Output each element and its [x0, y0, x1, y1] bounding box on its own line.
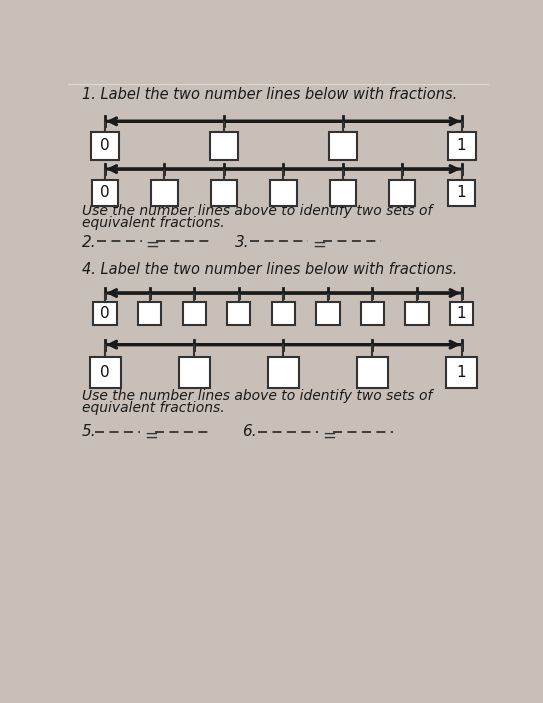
Text: equivalent fractions.: equivalent fractions.: [82, 401, 224, 415]
Bar: [357, 357, 388, 388]
Bar: [138, 302, 161, 325]
Bar: [90, 357, 121, 388]
Bar: [179, 357, 210, 388]
Bar: [447, 132, 476, 160]
Text: 1: 1: [457, 138, 466, 153]
Text: 1: 1: [457, 307, 466, 321]
Text: equivalent fractions.: equivalent fractions.: [82, 216, 224, 230]
Bar: [449, 180, 475, 206]
Bar: [316, 302, 339, 325]
Text: 5.: 5.: [82, 424, 97, 439]
Bar: [182, 302, 206, 325]
Bar: [93, 302, 117, 325]
Text: 0: 0: [100, 365, 110, 380]
Bar: [211, 180, 237, 206]
Bar: [389, 180, 415, 206]
Text: 3.: 3.: [235, 235, 249, 250]
Bar: [450, 302, 473, 325]
Bar: [270, 180, 296, 206]
Text: 6.: 6.: [242, 424, 257, 439]
Text: 1. Label the two number lines below with fractions.: 1. Label the two number lines below with…: [82, 87, 457, 103]
Bar: [406, 302, 428, 325]
Bar: [272, 302, 295, 325]
Text: =: =: [322, 427, 336, 445]
Text: 2.: 2.: [82, 235, 97, 250]
Text: Use the number lines above to identify two sets of: Use the number lines above to identify t…: [82, 204, 432, 218]
Bar: [268, 357, 299, 388]
Bar: [210, 132, 238, 160]
Bar: [446, 357, 477, 388]
Bar: [91, 132, 119, 160]
Text: =: =: [146, 236, 159, 254]
Text: 0: 0: [100, 186, 110, 200]
Text: 0: 0: [100, 138, 110, 153]
Text: 1: 1: [457, 365, 466, 380]
Bar: [361, 302, 384, 325]
Bar: [227, 302, 250, 325]
Bar: [329, 132, 357, 160]
Bar: [92, 180, 118, 206]
Text: 0: 0: [100, 307, 110, 321]
Bar: [330, 180, 356, 206]
Text: =: =: [312, 236, 326, 254]
Text: 1: 1: [457, 186, 466, 200]
Bar: [151, 180, 178, 206]
Text: 4. Label the two number lines below with fractions.: 4. Label the two number lines below with…: [82, 262, 457, 277]
Text: =: =: [144, 427, 157, 445]
Text: Use the number lines above to identify two sets of: Use the number lines above to identify t…: [82, 389, 432, 403]
